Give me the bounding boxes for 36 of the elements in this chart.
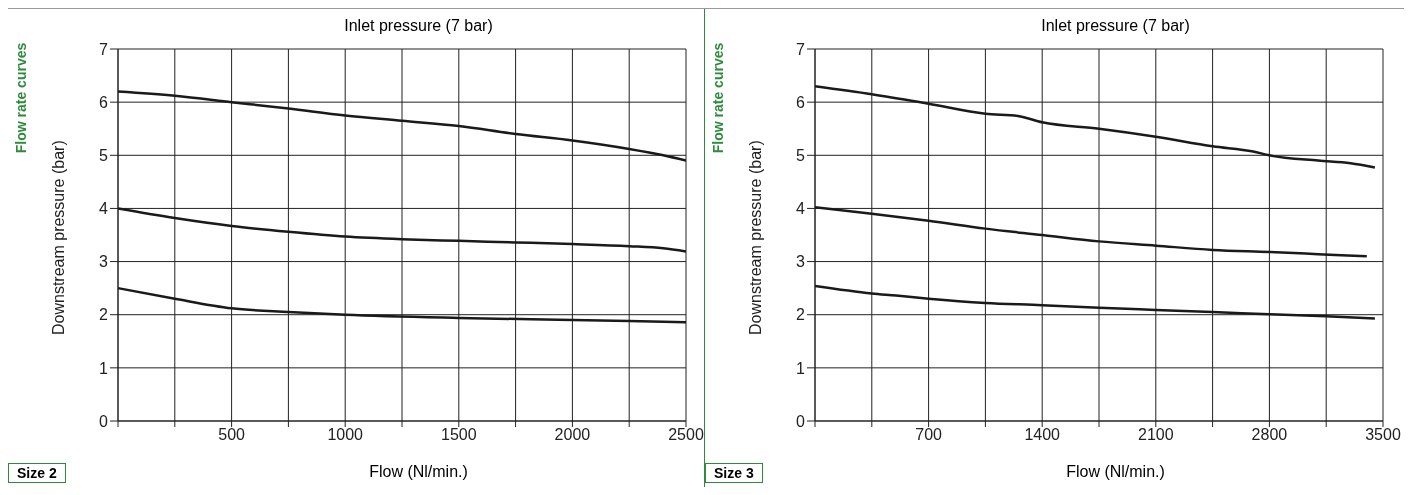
x-tick-label: 700 (915, 426, 943, 444)
chart-title: Inlet pressure (7 bar) (1040, 17, 1191, 35)
chart-title: Inlet pressure (7 bar) (343, 17, 494, 35)
x-tick-label: 2800 (1251, 426, 1288, 444)
x-axis-title: Flow (Nl/min.) (368, 463, 469, 481)
y-tick-label: 2 (99, 306, 109, 324)
y-axis-title: Downstream pressure (bar) (49, 140, 67, 335)
x-tick-label: 3500 (1365, 426, 1401, 444)
y-axis-title: Downstream pressure (bar) (746, 140, 764, 335)
y-tick-label: 4 (99, 200, 109, 218)
y-tick-label: 7 (796, 40, 806, 58)
x-tick-label: 2100 (1138, 426, 1174, 444)
text: Flow rate curves (13, 42, 29, 154)
y-tick-label: 3 (796, 253, 806, 271)
y-tick-label: 6 (99, 93, 109, 111)
y-tick-label: 0 (99, 412, 109, 430)
y-tick-label: 1 (99, 359, 109, 377)
y-tick-label: 4 (796, 200, 806, 218)
y-tick-label: 7 (99, 40, 109, 58)
x-tick-label: 2500 (668, 426, 704, 444)
text: Flow rate curves (710, 42, 726, 154)
y-tick-label: 1 (796, 359, 806, 377)
x-tick-label: 2000 (554, 426, 591, 444)
y-tick-label: 2 (796, 306, 806, 324)
x-axis-title: Flow (Nl/min.) (1065, 463, 1166, 481)
x-tick-label: 1500 (441, 426, 477, 444)
y-tick-label: 5 (99, 146, 109, 164)
y-tick-label: 3 (99, 253, 109, 271)
y-tick-label: 0 (796, 412, 806, 430)
x-tick-label: 500 (218, 426, 246, 444)
text: Size 2 (8, 463, 66, 483)
x-tick-label: 1400 (1024, 426, 1061, 444)
x-tick-label: 1000 (327, 426, 364, 444)
y-tick-label: 6 (796, 93, 806, 111)
text: Size 3 (705, 463, 763, 483)
y-tick-label: 5 (796, 146, 806, 164)
